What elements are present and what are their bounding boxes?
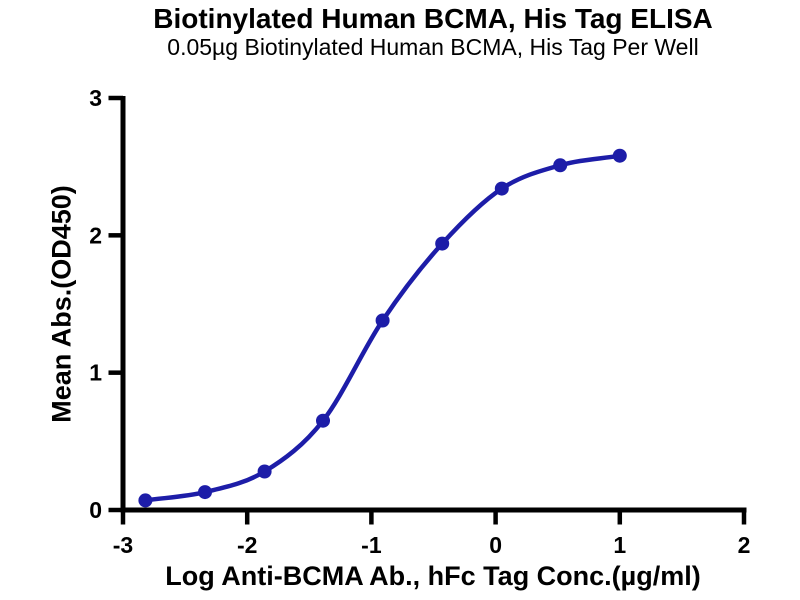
y-tick-label: 1 bbox=[89, 360, 102, 386]
data-point bbox=[138, 493, 153, 508]
x-tick-label: -3 bbox=[113, 532, 133, 558]
data-point bbox=[198, 485, 212, 500]
y-tick-label: 2 bbox=[89, 222, 102, 248]
data-point bbox=[375, 313, 390, 328]
x-axis-title: Log Anti-BCMA Ab., hFc Tag Conc.(µg/ml) bbox=[165, 561, 701, 591]
x-tick-label: 1 bbox=[613, 532, 626, 558]
x-tick-label: -2 bbox=[237, 532, 257, 558]
x-tick-label: 2 bbox=[738, 532, 751, 558]
chart-title: Biotinylated Human BCMA, His Tag ELISA bbox=[153, 3, 713, 34]
x-tick-label: 0 bbox=[489, 532, 502, 558]
y-axis-title: Mean Abs.(OD450) bbox=[46, 185, 77, 423]
y-tick-label: 0 bbox=[89, 497, 102, 523]
y-tick-label: 3 bbox=[89, 85, 102, 111]
data-point bbox=[316, 413, 330, 428]
data-point bbox=[553, 158, 568, 173]
chart-subtitle: 0.05µg Biotinylated Human BCMA, His Tag … bbox=[167, 34, 699, 60]
x-tick-label: -1 bbox=[361, 532, 382, 558]
data-point bbox=[494, 181, 509, 196]
data-point bbox=[612, 148, 627, 163]
fit-curve bbox=[143, 153, 623, 503]
data-point bbox=[435, 236, 450, 251]
data-point bbox=[257, 464, 272, 479]
